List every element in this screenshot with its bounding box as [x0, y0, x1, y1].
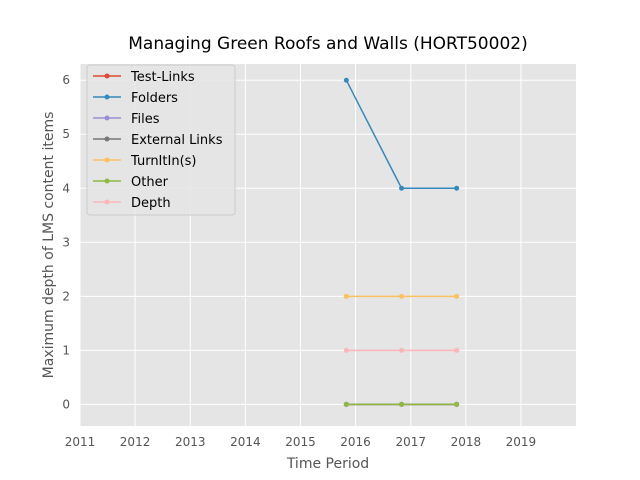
legend-entry: Folders	[93, 91, 178, 106]
series-other	[343, 401, 460, 407]
y-tick-label: 3	[62, 235, 70, 249]
y-tick-label: 0	[62, 397, 70, 411]
tick-labels: 2011 2012 2013 2014 2015 2016 2017 2018 2019 0 1 2 3…	[62, 73, 536, 449]
x-tick-label: 2019	[506, 435, 537, 449]
legend-label: Other	[131, 175, 169, 190]
series-folders	[343, 77, 460, 191]
legend-label: TurnItIn(s)	[130, 154, 196, 169]
legend-label: Folders	[131, 91, 178, 106]
legend-box	[86, 64, 236, 216]
chart-title: Managing Green Roofs and Walls (HORT5000…	[128, 34, 527, 54]
legend-label: Depth	[131, 196, 171, 211]
data-point	[454, 401, 460, 407]
data-point	[399, 185, 405, 191]
data-point	[343, 77, 349, 83]
legend-entry: Files	[93, 112, 160, 127]
x-axis-label: Time Period	[286, 456, 369, 472]
legend-marker	[104, 178, 110, 184]
y-tick-label: 5	[62, 127, 70, 141]
data-point	[399, 293, 405, 299]
legend-entry: Other	[93, 175, 169, 190]
x-tick-label: 2013	[175, 435, 206, 449]
legend-marker	[104, 199, 110, 205]
data-point	[343, 347, 349, 353]
data-point	[454, 185, 460, 191]
data-point	[454, 293, 460, 299]
data-point	[399, 347, 405, 353]
legend-entry: Depth	[93, 196, 171, 211]
legend-label: External Links	[131, 133, 223, 148]
legend-entry: Test-Links	[93, 70, 195, 85]
legend: Test-Links Folders Files External Links Turn…	[86, 64, 236, 216]
y-axis-label: Maximum depth of LMS content items	[41, 112, 57, 379]
y-tick-label: 2	[62, 289, 70, 303]
x-tick-label: 2014	[230, 435, 261, 449]
data-point	[399, 401, 405, 407]
legend-marker	[104, 94, 110, 100]
legend-marker	[104, 136, 110, 142]
legend-label: Test-Links	[130, 70, 195, 85]
x-tick-label: 2012	[120, 435, 151, 449]
legend-marker	[104, 115, 110, 121]
x-tick-label: 2016	[340, 435, 371, 449]
series-turnitin-s	[343, 293, 460, 299]
data-point	[343, 293, 349, 299]
legend-entry: External Links	[93, 133, 223, 148]
y-tick-label: 1	[62, 343, 70, 357]
data-point	[343, 401, 349, 407]
y-tick-label: 4	[62, 181, 70, 195]
series-depth	[343, 347, 460, 353]
legend-label: Files	[131, 112, 160, 127]
x-tick-label: 2011	[65, 435, 96, 449]
legend-entry: TurnItIn(s)	[93, 154, 196, 169]
series-layer	[343, 77, 460, 407]
legend-marker	[104, 73, 110, 79]
x-tick-label: 2017	[395, 435, 426, 449]
data-point	[454, 347, 460, 353]
x-tick-label: 2018	[451, 435, 482, 449]
y-tick-label: 6	[62, 73, 70, 87]
legend-marker	[104, 157, 110, 163]
x-tick-label: 2015	[285, 435, 316, 449]
